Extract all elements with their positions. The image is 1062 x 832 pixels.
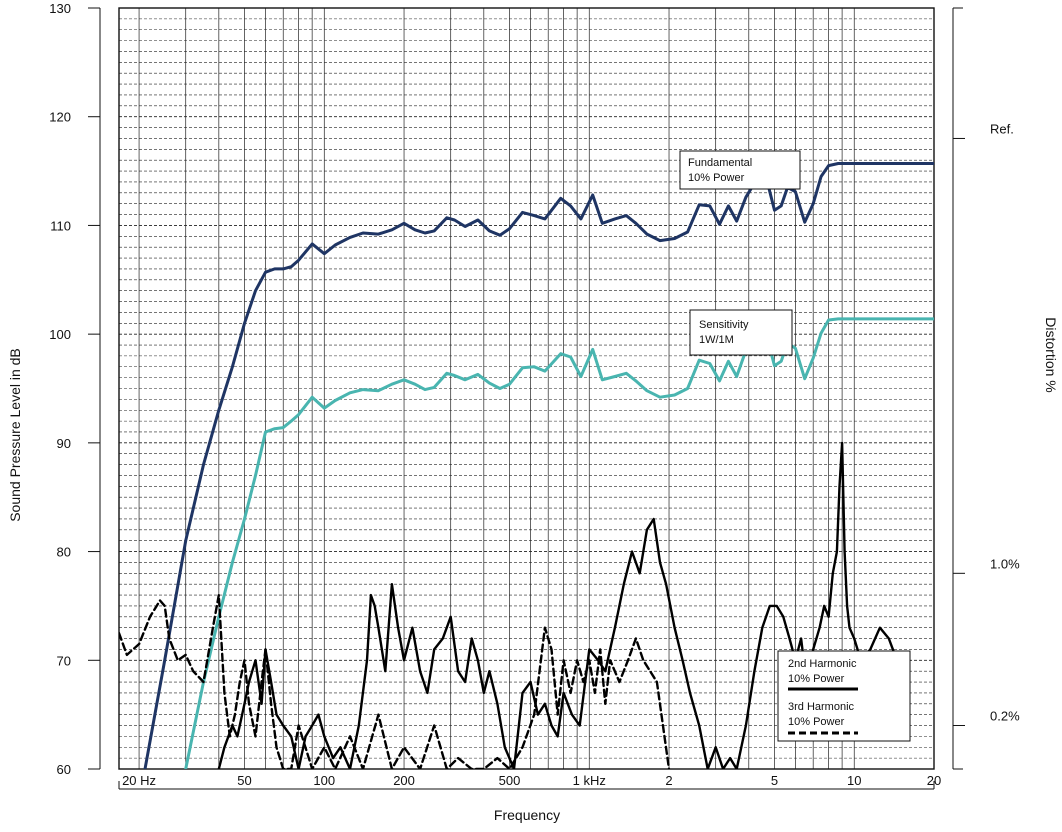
x-tick-label: 5 xyxy=(771,773,778,788)
y2-axis-title: Distortion % xyxy=(1043,317,1059,392)
annotations: Fundamental 10% Power Sensitivity 1W/1M 2nd … xyxy=(679,150,911,742)
grid xyxy=(119,8,934,769)
y-tick-label: 70 xyxy=(57,653,71,668)
series-line-1 xyxy=(143,162,934,769)
annotation-fundamental-line-1: Fundamental xyxy=(688,157,752,169)
series-line-4 xyxy=(119,593,671,769)
x-tick-label: 20 Hz xyxy=(122,773,156,788)
annotation-2nd-harmonic-line-2: 10% Power xyxy=(788,673,845,685)
y-tick-label: 130 xyxy=(49,1,71,16)
x-tick-label: 20 xyxy=(927,773,941,788)
annotation-fundamental-line-2: 10% Power xyxy=(688,172,745,184)
annotation-sensitivity-line-1: Sensitivity xyxy=(699,319,749,331)
y-axis-title: Sound Pressure Level in dB xyxy=(7,348,23,522)
annotation-3rd-harmonic-line-2: 10% Power xyxy=(788,716,845,728)
annotation-3rd-harmonic-line-1: 3rd Harmonic xyxy=(788,701,855,713)
y2-tick-label: 1.0% xyxy=(990,556,1020,571)
x-tick-label: 500 xyxy=(499,773,521,788)
x-tick-label: 10 xyxy=(847,773,861,788)
y-tick-label: 80 xyxy=(57,545,71,560)
y-tick-label: 90 xyxy=(57,436,71,451)
y2-tick-label: Ref. xyxy=(990,121,1014,136)
annotation-box xyxy=(777,650,911,742)
x-tick-label: 50 xyxy=(237,773,251,788)
annotation-sensitivity-line-2: 1W/1M xyxy=(699,334,734,346)
y-tick-label: 100 xyxy=(49,327,71,342)
axes: 60 70 80 90 100 110 120 130 20 Hz 50 100 200 500 1 kH… xyxy=(49,1,1020,790)
plot-frame xyxy=(118,7,935,770)
y-tick-label: 60 xyxy=(57,762,71,777)
annotation-box xyxy=(689,309,793,356)
y-tick-label: 110 xyxy=(50,218,71,233)
x-tick-label: 2 xyxy=(665,773,672,788)
series-line-2 xyxy=(184,317,934,769)
x-tick-label: 200 xyxy=(393,773,415,788)
annotation-2nd-harmonic-line-1: 2nd Harmonic xyxy=(788,658,857,670)
x-tick-label: 100 xyxy=(313,773,335,788)
x-axis-title: Frequency xyxy=(494,807,560,823)
y2-tick-label: 0.2% xyxy=(990,709,1020,724)
y-tick-label: 120 xyxy=(49,110,71,125)
x-tick-label: 1 kHz xyxy=(573,773,606,788)
annotation-box xyxy=(679,150,801,190)
